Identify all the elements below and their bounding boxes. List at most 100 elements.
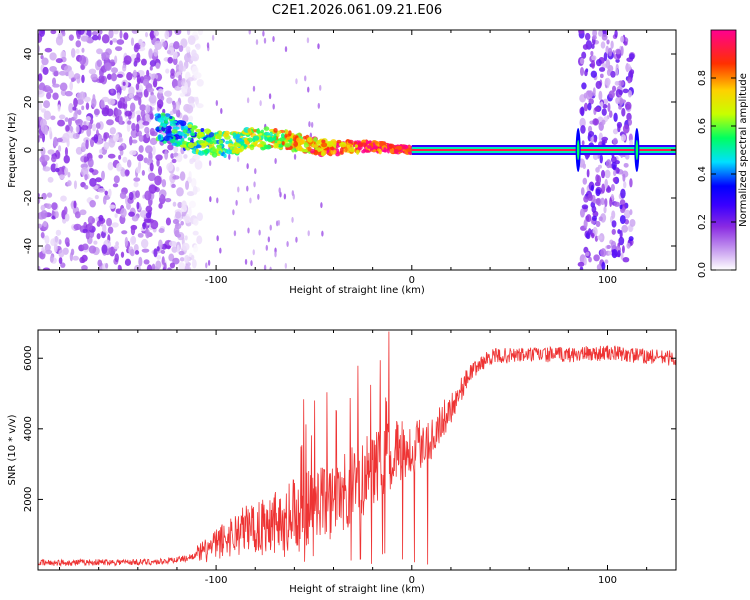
spectrogram-cell xyxy=(588,131,595,137)
spectrogram-cell xyxy=(175,166,180,172)
spectrogram-cell xyxy=(582,163,587,170)
spectrogram-cell xyxy=(583,102,588,112)
spectrogram-cell xyxy=(87,222,93,231)
spectrogram-cell xyxy=(153,48,159,57)
y-tick-label: 2000 xyxy=(23,487,34,512)
spectrogram-cell xyxy=(54,210,59,219)
spectrogram-cell xyxy=(79,55,87,65)
spectrogram-cell xyxy=(254,168,257,175)
spectrogram-cell xyxy=(44,235,50,245)
spectrogram-cell xyxy=(163,262,167,270)
spectrogram-cell xyxy=(95,177,103,183)
spectrogram-cell xyxy=(169,262,176,269)
spectrogram-cell xyxy=(277,140,282,145)
y-tick-label: 40 xyxy=(23,48,34,61)
spectrogram-cell xyxy=(173,41,180,50)
spectrogram-cell xyxy=(216,235,219,242)
spectrogram-cell xyxy=(90,73,98,81)
spectrogram-cell xyxy=(98,154,104,159)
spectrogram-cell xyxy=(595,166,600,173)
spectrogram-cell xyxy=(47,149,55,155)
spectrogram-cell xyxy=(147,172,156,182)
spectrogram-cell xyxy=(585,251,590,257)
spectrogram-cell xyxy=(172,126,180,131)
spectrogram-cell xyxy=(620,45,624,56)
spectrogram-cell xyxy=(108,30,114,39)
spectrogram-cell xyxy=(128,191,134,201)
spectrogram-cell xyxy=(124,236,129,247)
spectrogram-cell xyxy=(621,224,629,233)
colorbar-tick-label: 0.0 xyxy=(697,262,708,278)
spectrogram-cell xyxy=(106,73,112,80)
spectrogram-cell xyxy=(164,149,169,160)
spectrogram-cell xyxy=(598,67,606,72)
spectrogram-cell xyxy=(148,48,153,59)
spectrogram-cell xyxy=(92,93,96,103)
spectrogram-cell xyxy=(64,117,69,122)
spectrogram-cell xyxy=(142,78,150,86)
spectrogram-cell xyxy=(265,244,268,251)
spectrogram-cell xyxy=(60,262,66,268)
spectrogram-cell xyxy=(612,85,617,92)
spectrogram-cell xyxy=(249,197,252,204)
spectrogram-cell xyxy=(83,121,87,126)
spectrogram-cell xyxy=(263,144,268,149)
spectrogram-cell xyxy=(618,90,623,96)
spectrogram-cell xyxy=(46,203,52,210)
spectrogram-cell xyxy=(109,127,116,135)
spectrogram-cell xyxy=(82,228,88,234)
spectrogram-cell xyxy=(620,252,624,260)
spectrogram-cell xyxy=(602,104,608,109)
spectrogram-cell xyxy=(236,156,240,163)
spectrogram-cell xyxy=(57,104,61,112)
spectrogram-cell xyxy=(587,228,592,235)
spectrogram-cell xyxy=(183,154,188,159)
spectrogram-cell xyxy=(586,169,590,178)
spectrogram-cell xyxy=(171,142,178,146)
spectrogram-cell xyxy=(95,216,99,222)
spectrogram-cell xyxy=(72,106,77,111)
spectrogram-cell xyxy=(140,58,147,66)
spectrogram-cell xyxy=(587,102,592,111)
spectrogram-cell xyxy=(175,101,180,111)
spectrogram-cell xyxy=(60,195,67,202)
spectrogram-cell xyxy=(598,216,603,222)
spectrogram-cell xyxy=(42,267,51,270)
spectrogram-cell xyxy=(102,224,107,233)
spectrogram-cell xyxy=(622,173,626,182)
spectrogram-cell xyxy=(211,34,215,41)
spectrogram-cell xyxy=(595,59,602,67)
spectrogram-cell xyxy=(183,133,188,139)
spectrogram-cell xyxy=(173,152,179,157)
spectrogram-cell xyxy=(609,197,613,208)
carrier-spike-core xyxy=(576,140,580,160)
spectrogram-cell xyxy=(347,139,354,144)
spectrogram-cell xyxy=(617,80,625,87)
spectrogram-cell xyxy=(173,51,178,60)
spectrogram-cell xyxy=(68,103,74,114)
x-tick-label: 100 xyxy=(598,275,617,286)
spectrogram-cell xyxy=(111,67,119,74)
spectrogram-cell xyxy=(38,102,43,111)
spectrogram-cell xyxy=(89,200,96,208)
spectrogram-cell xyxy=(175,211,182,219)
spectrogram-cell xyxy=(579,266,584,270)
spectrogram-cell xyxy=(187,137,192,141)
spectrogram-cell xyxy=(601,108,607,116)
spectrogram-cell xyxy=(246,163,249,170)
spectrogram-cell xyxy=(583,219,588,229)
spectrogram-cell xyxy=(259,100,262,107)
spectrogram-cell xyxy=(629,53,635,60)
spectrogram-cell xyxy=(46,192,53,198)
spectrogram-cell xyxy=(269,224,272,231)
spectrogram-cell xyxy=(42,124,48,135)
spectrogram-cell xyxy=(87,215,95,225)
y-tick-label: -20 xyxy=(23,190,34,206)
spectrogram-cell xyxy=(619,199,626,207)
spectrogram-cell xyxy=(182,114,189,123)
spectrogram-cell xyxy=(617,249,621,258)
spectrogram-cell xyxy=(196,235,203,245)
spectrogram-cell xyxy=(65,124,70,132)
spectrogram-cell xyxy=(150,73,159,81)
spectrogram-cell xyxy=(629,178,633,188)
